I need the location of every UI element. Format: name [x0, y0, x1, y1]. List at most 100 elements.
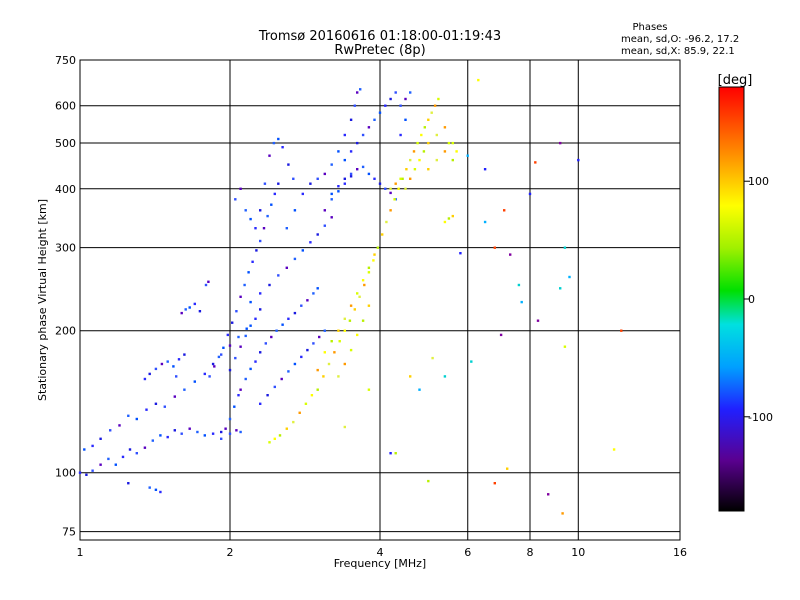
- data-point-o: [239, 295, 242, 298]
- data-point-o: [255, 249, 258, 252]
- data-point-x: [333, 351, 336, 354]
- data-point-x: [273, 437, 276, 440]
- data-point-noise: [547, 493, 550, 496]
- data-point-x: [363, 283, 366, 287]
- x-tick-label: 2: [227, 546, 234, 559]
- x-tick-label: 1: [77, 546, 84, 559]
- data-point-noise: [493, 482, 496, 485]
- y-tick-label: 300: [55, 242, 76, 255]
- data-point-o: [404, 118, 407, 121]
- data-point-x: [409, 158, 412, 162]
- x-axis-label: Frequency [MHz]: [334, 557, 426, 570]
- data-point-o: [270, 335, 273, 339]
- data-point-x: [343, 329, 346, 332]
- data-point-o: [268, 283, 271, 287]
- data-point-o: [353, 104, 356, 107]
- data-point-o: [300, 355, 303, 359]
- chart-subtitle: RwPretec (8p): [334, 43, 425, 58]
- data-point-o: [301, 249, 304, 252]
- data-point-o: [239, 187, 242, 190]
- x-tick-label: 4: [377, 546, 384, 559]
- data-point-o: [312, 342, 315, 345]
- data-point-o: [254, 360, 257, 363]
- data-point-x: [404, 187, 407, 190]
- data-point-o: [234, 356, 237, 360]
- data-point-x: [337, 375, 340, 378]
- data-point-noise: [577, 158, 580, 162]
- data-point-x: [427, 118, 430, 121]
- data-point-x: [455, 150, 458, 153]
- data-point-noise: [568, 275, 571, 279]
- data-point-x: [285, 427, 288, 430]
- data-point-o: [263, 182, 267, 185]
- data-point-noise: [528, 192, 532, 196]
- colorbar-label: [deg]: [718, 73, 753, 88]
- data-point-o: [356, 91, 359, 94]
- data-point-o: [309, 241, 312, 244]
- data-point-o: [217, 355, 221, 359]
- data-point-o: [316, 233, 319, 236]
- data-point-o: [268, 154, 271, 157]
- data-point-o: [343, 158, 346, 162]
- x-tick-label: 16: [673, 546, 687, 559]
- data-point-x: [413, 168, 417, 171]
- data-point-o: [237, 394, 240, 397]
- data-point-o: [273, 385, 276, 389]
- data-point-o: [361, 133, 365, 137]
- data-point-o: [356, 168, 359, 171]
- data-point-x: [416, 141, 419, 145]
- data-point-o: [151, 439, 154, 442]
- colorbar: [718, 86, 745, 512]
- data-point-o: [293, 257, 297, 261]
- data-point-o: [208, 375, 211, 378]
- data-point-o: [121, 455, 125, 459]
- data-point-o: [203, 434, 206, 437]
- data-point-x: [349, 348, 353, 352]
- data-point-o: [166, 435, 169, 439]
- data-point-x: [447, 217, 451, 220]
- data-point-o: [343, 177, 346, 180]
- data-point-o: [254, 227, 257, 230]
- x-tick-labels: 1 2 4 6 8 10 16: [77, 546, 688, 559]
- data-point-noise: [563, 246, 567, 249]
- data-point-x: [358, 295, 361, 298]
- data-point-x: [310, 394, 314, 397]
- data-point-x: [427, 479, 430, 483]
- data-point-o: [264, 342, 267, 345]
- data-point-x: [323, 351, 326, 354]
- data-point-o: [154, 367, 158, 371]
- data-point-x: [427, 168, 430, 171]
- data-point-o: [220, 353, 223, 356]
- data-point-x: [430, 111, 433, 114]
- data-point-o: [330, 198, 333, 201]
- y-tick-label: 100: [55, 467, 76, 480]
- data-point-o: [143, 377, 147, 381]
- data-point-o: [233, 405, 236, 408]
- data-point-x: [420, 133, 423, 137]
- data-point-x: [372, 259, 375, 262]
- data-point-noise: [509, 253, 512, 256]
- data-point-o: [272, 141, 276, 145]
- data-point-o: [293, 362, 297, 366]
- data-point-o: [399, 133, 402, 137]
- data-point-x: [422, 150, 426, 153]
- data-point-o: [224, 427, 227, 430]
- data-point-o: [287, 370, 290, 373]
- data-point-o: [211, 362, 215, 366]
- data-point-o: [349, 175, 353, 178]
- data-point-x: [349, 304, 353, 307]
- data-point-o: [235, 310, 238, 313]
- data-point-x: [298, 411, 301, 414]
- data-point-x: [343, 425, 346, 429]
- data-point-o: [211, 432, 215, 435]
- data-point-x: [268, 441, 271, 444]
- data-point-o: [204, 283, 208, 287]
- data-point-x: [322, 375, 325, 378]
- data-point-x: [433, 104, 437, 107]
- data-point-o: [235, 429, 238, 432]
- data-point-x: [304, 402, 308, 405]
- data-point-o: [172, 365, 175, 368]
- data-point-o: [220, 430, 223, 434]
- data-point-x: [401, 177, 404, 180]
- data-point-noise: [483, 220, 487, 224]
